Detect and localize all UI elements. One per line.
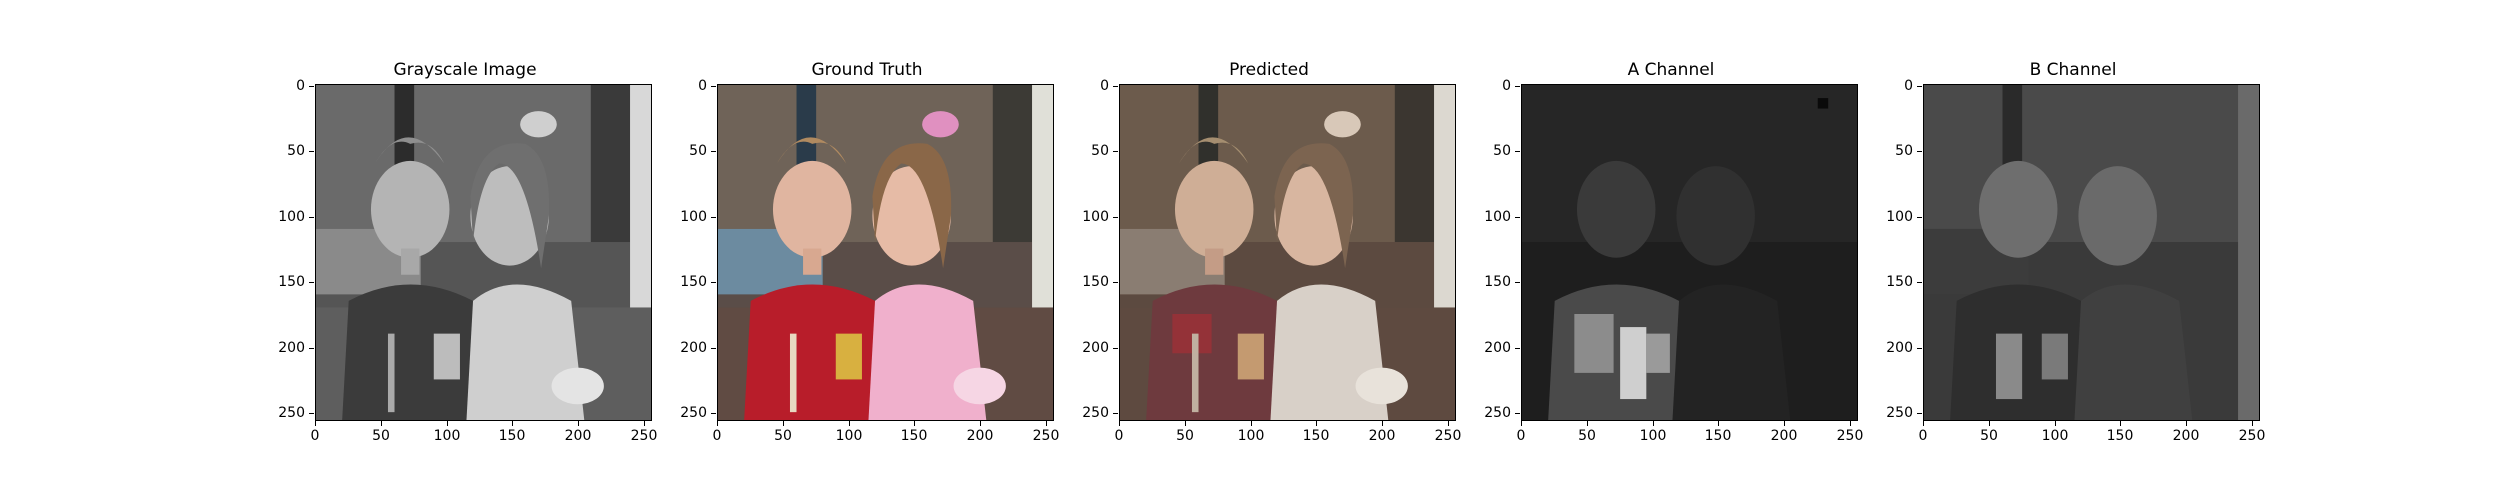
y-tick: 150 — [1069, 274, 1118, 290]
x-tick: 200 — [558, 421, 598, 444]
x-tick: 50 — [361, 421, 401, 444]
x-tick: 200 — [960, 421, 1000, 444]
y-tick: 200 — [1471, 340, 1520, 356]
x-tick: 0 — [1903, 421, 1943, 444]
y-tick: 0 — [667, 78, 716, 94]
x-tick: 200 — [1764, 421, 1804, 444]
panel-ground-truth: Ground Truth 0 50 100 150 200 250 0 50 1 — [667, 0, 1067, 500]
x-tick: 250 — [624, 421, 664, 444]
y-tick: 50 — [667, 143, 716, 159]
y-tick: 150 — [265, 274, 314, 290]
x-tick: 0 — [295, 421, 335, 444]
y-tick: 250 — [1069, 405, 1118, 421]
y-tick: 200 — [265, 340, 314, 356]
y-tick: 0 — [265, 78, 314, 94]
y-tick: 50 — [1069, 143, 1118, 159]
x-tick: 0 — [1501, 421, 1541, 444]
panel-title: Ground Truth — [811, 60, 923, 80]
y-tick: 250 — [265, 405, 314, 421]
y-tick: 150 — [1471, 274, 1520, 290]
x-tick: 250 — [1026, 421, 1066, 444]
y-tick: 250 — [667, 405, 716, 421]
y-tick: 100 — [265, 209, 314, 225]
x-tick: 150 — [492, 421, 532, 444]
grayscale-image — [315, 84, 652, 421]
y-tick: 50 — [265, 143, 314, 159]
panel-a-channel: A Channel 0 50 100 150 200 250 0 50 100 … — [1471, 0, 1871, 500]
x-tick: 150 — [894, 421, 934, 444]
x-tick: 150 — [2100, 421, 2140, 444]
x-tick: 100 — [427, 421, 467, 444]
x-tick: 50 — [1567, 421, 1607, 444]
panel-title: Grayscale Image — [393, 60, 537, 80]
b-channel-image — [1923, 84, 2260, 421]
x-tick: 100 — [1633, 421, 1673, 444]
y-tick: 100 — [1471, 209, 1520, 225]
predicted-image — [1119, 84, 1456, 421]
x-tick: 100 — [2035, 421, 2075, 444]
x-tick: 200 — [2166, 421, 2206, 444]
y-tick: 0 — [1069, 78, 1118, 94]
y-tick: 200 — [667, 340, 716, 356]
y-tick: 150 — [1873, 274, 1922, 290]
y-tick: 100 — [1873, 209, 1922, 225]
panel-title: Predicted — [1229, 60, 1309, 80]
x-tick: 100 — [829, 421, 869, 444]
x-tick: 250 — [2232, 421, 2272, 444]
y-tick: 250 — [1873, 405, 1922, 421]
x-tick: 100 — [1231, 421, 1271, 444]
x-tick: 0 — [697, 421, 737, 444]
y-tick: 200 — [1873, 340, 1922, 356]
x-tick: 50 — [1165, 421, 1205, 444]
y-tick: 100 — [1069, 209, 1118, 225]
y-tick: 50 — [1873, 143, 1922, 159]
y-tick: 0 — [1471, 78, 1520, 94]
ground-truth-image — [717, 84, 1054, 421]
panel-grayscale: Grayscale Image 0 50 100 150 200 250 0 5… — [265, 0, 665, 500]
x-tick: 50 — [763, 421, 803, 444]
x-tick: 250 — [1830, 421, 1870, 444]
a-channel-image — [1521, 84, 1858, 421]
x-tick: 150 — [1698, 421, 1738, 444]
y-tick: 100 — [667, 209, 716, 225]
panel-title: B Channel — [2029, 60, 2117, 80]
panel-predicted: Predicted 0 50 100 150 200 250 0 50 — [1069, 0, 1469, 500]
panel-title: A Channel — [1627, 60, 1715, 80]
x-tick: 50 — [1969, 421, 2009, 444]
y-tick: 0 — [1873, 78, 1922, 94]
x-tick: 150 — [1296, 421, 1336, 444]
y-tick: 250 — [1471, 405, 1520, 421]
y-tick: 200 — [1069, 340, 1118, 356]
x-tick: 200 — [1362, 421, 1402, 444]
y-tick: 50 — [1471, 143, 1520, 159]
x-tick: 250 — [1428, 421, 1468, 444]
x-tick: 0 — [1099, 421, 1139, 444]
panel-b-channel: B Channel 0 50 100 150 200 250 0 50 100 … — [1873, 0, 2273, 500]
y-tick: 150 — [667, 274, 716, 290]
